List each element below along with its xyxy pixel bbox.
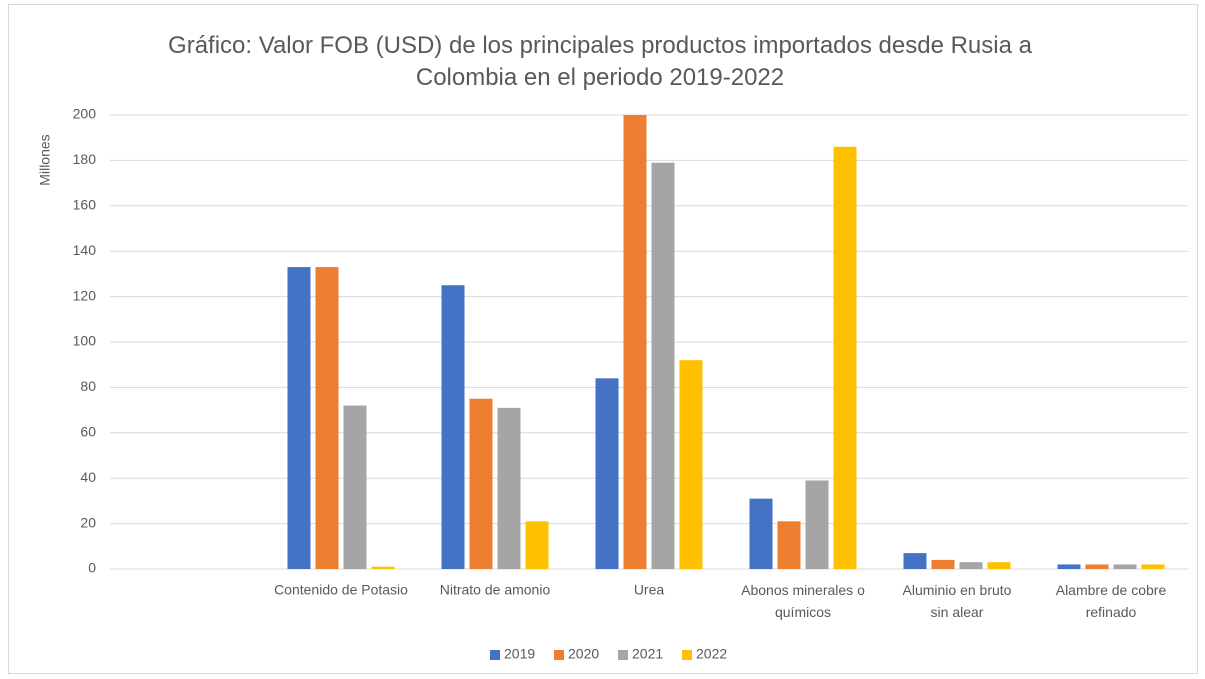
y-tick-label: 20 (80, 514, 96, 530)
y-axis-label: Millones (37, 134, 53, 185)
bar (749, 498, 773, 569)
bar (343, 405, 367, 569)
bar (469, 398, 493, 569)
chart-frame (8, 4, 1198, 674)
chart-title: Gráfico: Valor FOB (USD) de los principa… (168, 32, 1032, 91)
bar (371, 566, 395, 569)
bar (903, 553, 927, 569)
legend-label: 2022 (696, 646, 727, 662)
bar (959, 562, 983, 569)
x-tick-label: Abonos minerales o químicos (741, 582, 865, 620)
legend-swatch (490, 650, 500, 660)
y-tick-label: 140 (73, 242, 97, 258)
y-tick-label: 200 (73, 106, 97, 122)
bar (441, 285, 465, 569)
bar (833, 146, 857, 569)
y-tick-label: 180 (73, 151, 97, 167)
legend-label: 2019 (504, 646, 535, 662)
bar (777, 521, 801, 569)
y-tick-label: 80 (80, 378, 96, 394)
legend-label: 2020 (568, 646, 599, 662)
bar (805, 480, 829, 569)
legend-swatch (554, 650, 564, 660)
y-tick-label: 60 (80, 424, 96, 440)
bar (1113, 564, 1137, 569)
y-tick-label: 120 (73, 287, 97, 303)
bar (1085, 564, 1109, 569)
bar (315, 267, 339, 569)
y-tick-label: 160 (73, 197, 97, 213)
bar (287, 267, 311, 569)
legend-swatch (682, 650, 692, 660)
y-tick-label: 100 (73, 333, 97, 349)
x-tick-label: Alambre de cobre refinado (1056, 582, 1167, 620)
x-tick-label: Aluminio en bruto sin alear (903, 582, 1012, 620)
bar (679, 360, 703, 569)
bar (651, 162, 675, 570)
x-tick-label: Urea (634, 582, 665, 598)
bar (987, 562, 1011, 569)
bar (497, 407, 521, 569)
x-tick-label: Nitrato de amonio (440, 582, 551, 598)
bar (1057, 564, 1081, 569)
bar (595, 378, 619, 569)
bar (1141, 564, 1165, 569)
y-tick-label: 40 (80, 469, 96, 485)
legend-swatch (618, 650, 628, 660)
bar (623, 115, 647, 569)
bar (525, 521, 549, 569)
x-tick-label: Contenido de Potasio (274, 582, 408, 598)
y-tick-label: 0 (88, 560, 96, 576)
bar (931, 559, 955, 569)
legend-label: 2021 (632, 646, 663, 662)
